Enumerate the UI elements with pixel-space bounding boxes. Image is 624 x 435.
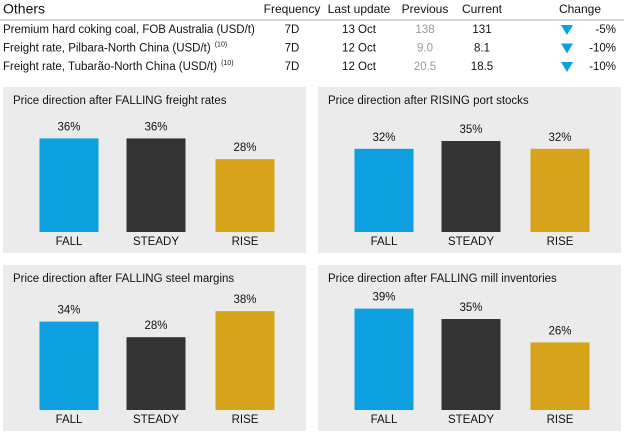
value-label: 35% — [459, 302, 482, 314]
category-label: FALL — [371, 414, 398, 426]
value-label: 36% — [144, 121, 167, 133]
bar — [441, 319, 501, 410]
bar — [126, 337, 186, 410]
row-last-update: 13 Oct — [342, 24, 377, 36]
value-label: 39% — [372, 292, 395, 304]
row-frequency: 7D — [285, 24, 300, 36]
column-header: Last update — [328, 2, 391, 16]
row-previous: 20.5 — [414, 61, 436, 73]
row-note: (10) — [221, 60, 233, 67]
bar — [126, 138, 186, 232]
bar — [215, 311, 275, 410]
bar — [354, 148, 414, 232]
category-label: RISE — [232, 236, 259, 248]
row-previous: 138 — [415, 24, 434, 36]
chart-title: Price direction after FALLING mill inven… — [328, 273, 557, 285]
row-name: Freight rate, Tubarão-North China (USD/t… — [3, 61, 217, 73]
column-header: Previous — [402, 2, 449, 16]
chart-title: Price direction after FALLING steel marg… — [13, 273, 234, 285]
row-frequency: 7D — [285, 61, 300, 73]
value-label: 28% — [233, 142, 256, 154]
row-current: 131 — [472, 24, 491, 36]
category-label: STEADY — [448, 236, 494, 248]
row-note: (10) — [215, 41, 227, 48]
category-label: STEADY — [133, 236, 179, 248]
bar — [354, 308, 414, 410]
bar — [39, 138, 99, 232]
value-label: 38% — [233, 294, 256, 306]
bar — [441, 141, 501, 232]
category-label: RISE — [547, 236, 574, 248]
table-title: Others — [3, 1, 45, 17]
row-name: Premium hard coking coal, FOB Australia … — [3, 24, 255, 36]
category-label: STEADY — [133, 414, 179, 426]
down-arrow — [561, 25, 573, 35]
row-frequency: 7D — [285, 43, 300, 55]
row-change: -10% — [589, 61, 616, 73]
bar — [530, 148, 590, 232]
down-arrow — [561, 62, 573, 72]
category-label: RISE — [232, 414, 259, 426]
column-header: Change — [559, 2, 601, 16]
value-label: 35% — [459, 124, 482, 136]
row-previous: 9.0 — [417, 43, 433, 55]
category-label: FALL — [371, 236, 398, 248]
row-change: -10% — [589, 43, 616, 55]
value-label: 32% — [372, 132, 395, 144]
chart-title: Price direction after RISING port stocks — [328, 95, 529, 107]
category-label: FALL — [56, 414, 83, 426]
chart-title: Price direction after FALLING freight ra… — [13, 95, 227, 107]
bar — [215, 159, 275, 232]
category-label: RISE — [547, 414, 574, 426]
value-label: 34% — [57, 305, 80, 317]
column-header: Frequency — [264, 2, 321, 16]
value-label: 36% — [57, 121, 80, 133]
column-header: Current — [462, 2, 503, 16]
down-arrow — [561, 43, 573, 54]
value-label: 32% — [548, 132, 571, 144]
bar — [39, 321, 99, 410]
row-current: 18.5 — [471, 61, 493, 73]
row-last-update: 12 Oct — [342, 61, 377, 73]
category-label: FALL — [56, 236, 83, 248]
value-label: 26% — [548, 325, 571, 337]
row-change: -5% — [596, 24, 616, 36]
category-label: STEADY — [448, 414, 494, 426]
row-current: 8.1 — [474, 43, 490, 55]
bar — [530, 342, 590, 410]
row-name: Freight rate, Pilbara-North China (USD/t… — [3, 43, 211, 55]
value-label: 28% — [144, 320, 167, 332]
row-last-update: 12 Oct — [342, 43, 377, 55]
